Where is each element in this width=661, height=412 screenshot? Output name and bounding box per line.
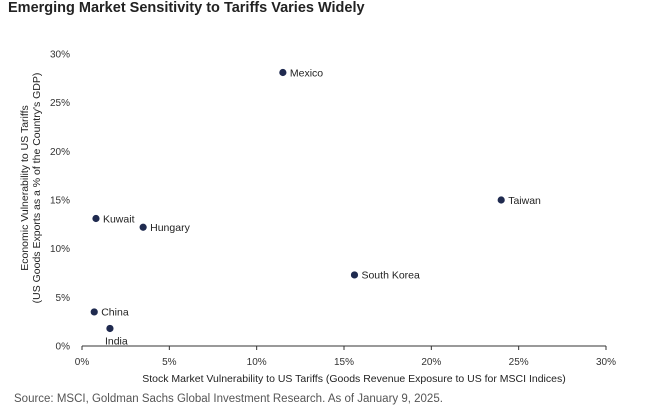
point-kuwait xyxy=(92,214,100,223)
point-label-south-korea: South Korea xyxy=(361,270,420,282)
y-tick-label: 10% xyxy=(50,244,70,255)
x-axis-ticks: 0% 5% 10% 15% 20% 25% 30% xyxy=(75,346,616,368)
x-tick-label: 5% xyxy=(162,357,177,368)
x-tick-label: 15% xyxy=(334,357,354,368)
point-label-india: India xyxy=(105,335,128,347)
y-tick-label: 15% xyxy=(50,196,70,207)
y-tick-label: 20% xyxy=(50,147,70,158)
x-tick-label: 20% xyxy=(421,357,441,368)
x-tick-label: 0% xyxy=(75,357,90,368)
y-tick-label: 25% xyxy=(50,98,70,109)
source-note: Source: MSCI, Goldman Sachs Global Inves… xyxy=(14,393,443,405)
y-axis-ticks: 0% 5% 10% 15% 20% 25% 30% xyxy=(50,50,70,353)
y-tick-label: 30% xyxy=(50,50,70,61)
y-tick-label: 5% xyxy=(56,293,71,304)
point-label-china: China xyxy=(101,307,129,319)
point-hungary xyxy=(139,223,147,231)
y-axis-label-line1: Economic Vulnerability to US Tariffs xyxy=(19,105,31,271)
y-axis-label-line2: (US Goods Exports as a % of the Country'… xyxy=(31,73,43,304)
x-tick-label: 30% xyxy=(596,357,616,368)
point-label-taiwan: Taiwan xyxy=(508,195,541,207)
chart-title: Emerging Market Sensitivity to Tariffs V… xyxy=(8,0,365,16)
x-tick-label: 25% xyxy=(509,357,529,368)
point-india xyxy=(106,324,114,333)
y-tick-label: 0% xyxy=(56,342,71,353)
x-axis-label: Stock Market Vulnerability to US Tariffs… xyxy=(142,373,565,385)
point-mexico xyxy=(279,68,287,77)
point-label-mexico: Mexico xyxy=(290,67,323,79)
point-taiwan xyxy=(497,196,505,204)
data-points: Mexico Taiwan Kuwait Hungary South Korea Chin… xyxy=(90,67,541,347)
point-label-hungary: Hungary xyxy=(150,222,190,234)
x-tick-label: 10% xyxy=(247,357,267,368)
point-label-kuwait: Kuwait xyxy=(103,213,135,225)
point-china xyxy=(90,308,98,316)
point-south-korea xyxy=(350,271,359,279)
